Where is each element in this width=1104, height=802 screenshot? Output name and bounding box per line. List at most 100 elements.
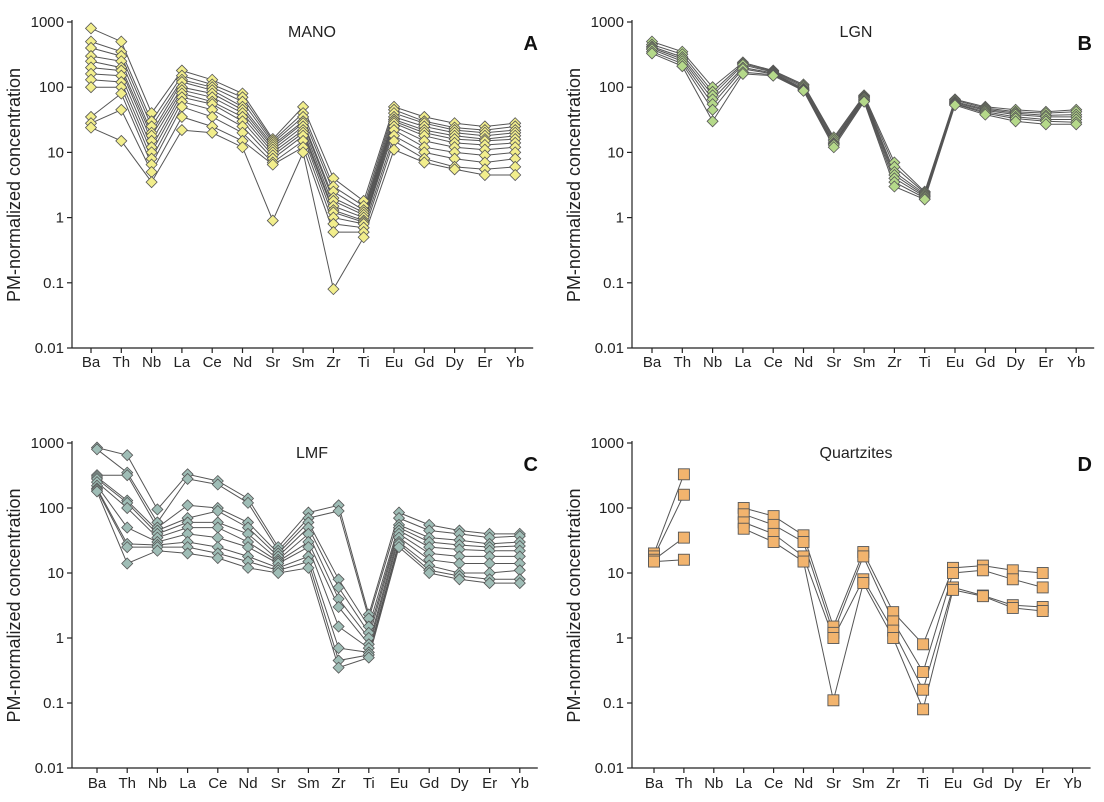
panel-c-data-point bbox=[241, 561, 255, 574]
panel-a-data-point bbox=[84, 22, 98, 35]
panel-b-series-line bbox=[651, 51, 1077, 199]
panel-c-y-tick-label: 0.1 bbox=[43, 695, 64, 712]
panel-c-x-tick-label: Zr bbox=[332, 775, 346, 792]
panel-c-data-point bbox=[121, 541, 134, 554]
panel-c-y-tick-label: 100 bbox=[39, 500, 64, 517]
panel-c-data-point bbox=[181, 547, 194, 560]
panel-a-data-point bbox=[448, 163, 461, 176]
panel-a-data-point bbox=[509, 168, 522, 182]
panel-d-data-point bbox=[1036, 581, 1049, 594]
panel-b-x-tick-label: Eu bbox=[946, 354, 964, 371]
panel-d-title: Quartzites bbox=[820, 445, 893, 462]
panel-b-data-point bbox=[676, 60, 689, 73]
panel-d-data-point bbox=[947, 583, 959, 596]
panel-d-x-tick-label: La bbox=[735, 775, 752, 792]
panel-a-y-tick-label: 0.01 bbox=[35, 340, 64, 357]
panel-c-data-point bbox=[272, 566, 285, 580]
panel-d-data-point bbox=[917, 666, 930, 678]
panel-a-x-tick-label: Th bbox=[113, 354, 131, 371]
panel-a-y-tick-label: 100 bbox=[39, 79, 64, 96]
panel-a-data-point bbox=[418, 156, 431, 169]
panel-c-title: LMF bbox=[296, 445, 328, 462]
panel-a-data-point bbox=[297, 146, 310, 159]
panel-b-ylabel: PM-normalized concentration bbox=[564, 68, 584, 302]
panel-d-x-tick-label: Nb bbox=[704, 775, 723, 792]
panel-a-x-tick-label: Nb bbox=[142, 354, 161, 371]
panel-c-data-point bbox=[121, 449, 134, 462]
panel-a-y-tick-label: 1 bbox=[56, 210, 64, 227]
panel-b-x-tick-label: Sm bbox=[853, 354, 876, 371]
panel-a-y-tick-label: 0.1 bbox=[43, 275, 64, 292]
panel-d-data-point bbox=[947, 567, 959, 579]
panel-b-data-point bbox=[858, 95, 871, 108]
panel-d-x-tick-label: Dy bbox=[1004, 775, 1023, 792]
panel-c-data-point bbox=[332, 600, 345, 614]
panel-c-data-point bbox=[302, 561, 315, 574]
panel-b-series-line bbox=[651, 52, 1077, 201]
panel-b-y-tick-label: 10 bbox=[607, 144, 624, 161]
panel-b-data-point bbox=[767, 69, 780, 82]
panel-a-data-point bbox=[327, 283, 340, 296]
panel-a-data-point bbox=[236, 141, 249, 154]
panel-d-data-point bbox=[827, 632, 840, 644]
panel-d-plot-area: 0.01 0.1 1 10 100 1000 Ba Th Nb La Ce Nd Sr Sm Zr Ti Eu G… bbox=[591, 435, 1091, 792]
panel-b-y-tick-label: 0.1 bbox=[603, 275, 624, 292]
panel-c-data-point bbox=[90, 485, 104, 498]
panel-d-data-point bbox=[1036, 567, 1049, 579]
panel-b-plot-area: 0.01 0.1 1 10 100 1000 Ba Th Nb La Ce Nd Sr Sm Zr Ti Eu G… bbox=[591, 14, 1095, 371]
panel-d-data-point bbox=[976, 590, 989, 603]
panel-c-x-tick-label: Nd bbox=[238, 775, 257, 792]
panel-a-plot-area: 0.01 0.1 1 10 100 1000 Ba Th Nb La Ce Nd Sr Sm Zr Ti Eu G… bbox=[31, 14, 534, 371]
panel-a-x-tick-label: Ce bbox=[203, 354, 222, 371]
panel-b-data-point bbox=[797, 84, 810, 97]
panel-b-y-tick-label: 1 bbox=[616, 210, 624, 227]
panel-c-data-point bbox=[362, 651, 375, 664]
panel-a-letter: A bbox=[524, 33, 538, 55]
panel-a-x-tick-label: Zr bbox=[326, 354, 340, 371]
panel-a-data-point bbox=[357, 231, 370, 244]
panel-c-data-point bbox=[181, 499, 194, 512]
panel-c-x-tick-label: Th bbox=[118, 775, 136, 792]
panel-b-x-tick-label: Er bbox=[1038, 354, 1053, 371]
panel-d-data-point bbox=[677, 468, 690, 481]
panel-c-data-point bbox=[423, 566, 436, 580]
panel-b-x-tick-label: Nb bbox=[703, 354, 722, 371]
panel-c-y-tick-label: 1 bbox=[56, 630, 64, 647]
panel-a-data-point bbox=[84, 121, 98, 134]
panel-a-ylabel: PM-normalized concentration bbox=[4, 68, 24, 302]
panel-a-data-point bbox=[115, 103, 128, 116]
panel-c-data-point bbox=[151, 503, 164, 516]
panel-d-data-point bbox=[797, 536, 810, 548]
panel-a-x-tick-label: Nd bbox=[233, 354, 252, 371]
panel-a-data-point bbox=[115, 35, 128, 48]
panel-c-x-tick-label: Gd bbox=[419, 775, 439, 792]
panel-c-data-point bbox=[121, 521, 134, 534]
panel-c-data-point bbox=[332, 661, 345, 674]
panel-b-data-point bbox=[736, 67, 749, 80]
panel-b: PM-normalized concentration LGN B 0.010.… bbox=[564, 14, 1095, 371]
panel-d-data-point bbox=[827, 694, 840, 707]
panel-a-data-point bbox=[175, 110, 188, 123]
panel-b-data-point bbox=[1070, 118, 1083, 131]
panel-a-data-point bbox=[327, 225, 340, 239]
panel-d-data-point bbox=[917, 683, 930, 696]
panel-c-x-tick-label: La bbox=[179, 775, 196, 792]
panel-c-data-point bbox=[453, 573, 466, 586]
panel-a-x-tick-label: Eu bbox=[385, 354, 403, 371]
panel-b-x-tick-label: Yb bbox=[1067, 354, 1085, 371]
panel-b-x-tick-label: Nd bbox=[794, 354, 813, 371]
panel-a-x-tick-label: Ti bbox=[358, 354, 370, 371]
panel-a-x-tick-label: Sm bbox=[292, 354, 315, 371]
panel-d-series-line bbox=[653, 494, 685, 557]
panel-b-data-point bbox=[888, 180, 901, 193]
panel-d-data-point bbox=[1036, 605, 1049, 617]
panel-b-y-tick-label: 100 bbox=[599, 79, 624, 96]
panel-c-x-tick-label: Dy bbox=[450, 775, 469, 792]
panel-c-x-tick-label: Sr bbox=[271, 775, 286, 792]
panel-d-data-point bbox=[677, 488, 690, 501]
panel-c-ylabel: PM-normalized concentration bbox=[4, 488, 24, 722]
panel-d-y-tick-label: 0.01 bbox=[595, 760, 624, 777]
panel-d-x-tick-label: Zr bbox=[886, 775, 900, 792]
panel-c-x-tick-label: Ce bbox=[208, 775, 227, 792]
